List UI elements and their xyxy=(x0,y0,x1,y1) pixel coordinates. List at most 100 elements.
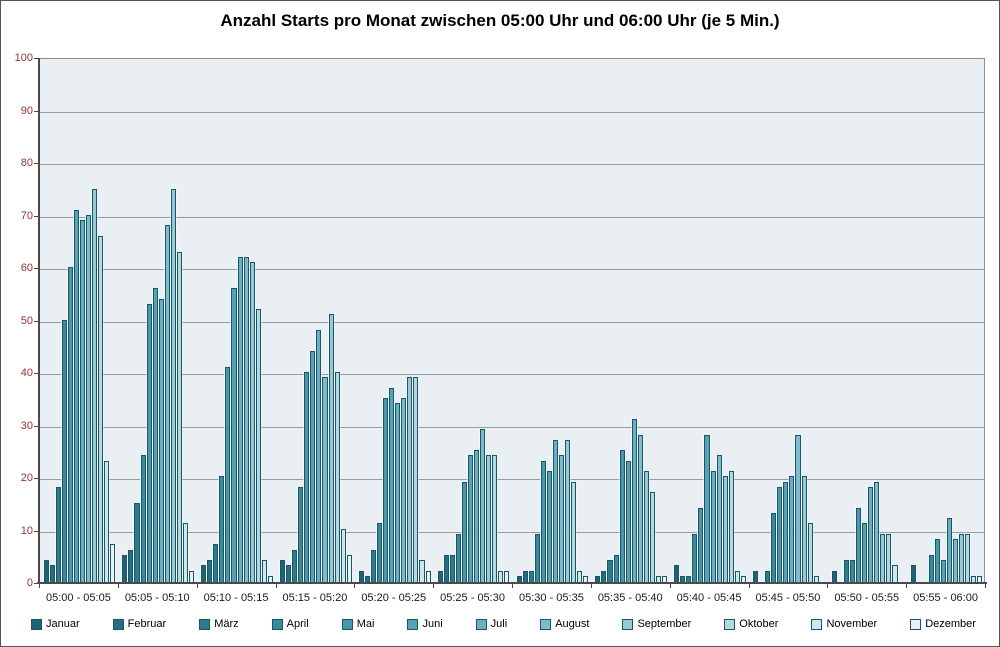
bar-mai-5 xyxy=(383,397,389,582)
bar-februar-1 xyxy=(49,565,55,582)
legend-label: März xyxy=(214,618,239,630)
legend-label: Juli xyxy=(490,618,508,630)
bar-februar-7 xyxy=(522,570,528,582)
bar-april-2 xyxy=(140,455,146,582)
plot-area xyxy=(39,58,985,583)
bar-dezember-12 xyxy=(977,575,983,582)
bar-april-1 xyxy=(61,319,67,582)
bar-group xyxy=(750,59,829,582)
bar-november-10 xyxy=(813,575,819,582)
bar-oktober-12 xyxy=(965,533,971,582)
legend: Januar Februar März April Mai Juni Juli August S… xyxy=(31,618,976,630)
y-tick-label: 40 xyxy=(20,367,33,379)
bar-april-11 xyxy=(850,560,856,582)
y-axis-line xyxy=(38,58,40,584)
gridline xyxy=(40,164,984,165)
bar-februar-9 xyxy=(680,575,686,582)
bar-januar-3 xyxy=(201,565,207,582)
gridline xyxy=(40,269,984,270)
legend-item-september: September xyxy=(622,618,691,630)
bar-oktober-9 xyxy=(728,471,734,582)
bar-september-2 xyxy=(170,188,176,582)
gridline xyxy=(40,479,984,480)
x-tick-mark xyxy=(748,584,750,588)
bar-januar-5 xyxy=(358,570,364,582)
bar-november-11 xyxy=(892,565,898,582)
bar-märz-11 xyxy=(843,560,850,582)
bar-oktober-10 xyxy=(807,523,813,582)
x-tick-mark xyxy=(433,584,435,588)
bar-juni-4 xyxy=(310,350,316,582)
bar-januar-8 xyxy=(595,575,601,582)
bar-juni-2 xyxy=(152,288,158,582)
bar-juni-12 xyxy=(940,560,947,582)
bar-november-9 xyxy=(734,570,740,582)
bar-juni-8 xyxy=(625,460,631,582)
bar-januar-11 xyxy=(831,570,837,582)
legend-label: September xyxy=(637,618,692,630)
x-axis-line xyxy=(37,582,987,584)
legend-swatch xyxy=(622,618,634,630)
bar-dezember-4 xyxy=(346,554,352,582)
bar-juni-5 xyxy=(389,387,395,582)
x-tick-label: 05:40 - 05:45 xyxy=(676,592,742,604)
bar-juni-6 xyxy=(467,455,474,582)
bar-oktober-5 xyxy=(413,377,419,582)
legend-item-mai: Mai xyxy=(341,618,375,630)
legend-label: Dezember xyxy=(925,618,976,630)
x-tick-mark xyxy=(906,584,908,588)
x-tick-label: 05:10 - 05:15 xyxy=(203,592,269,604)
bar-august-6 xyxy=(480,429,486,582)
bar-mai-3 xyxy=(225,366,231,582)
bar-märz-1 xyxy=(55,486,61,582)
bar-april-3 xyxy=(219,476,225,582)
bar-märz-7 xyxy=(528,570,534,582)
bar-juli-6 xyxy=(474,450,480,582)
bar-februar-3 xyxy=(207,560,213,582)
bar-juni-10 xyxy=(783,481,789,582)
bar-januar-6 xyxy=(437,570,443,582)
bar-märz-5 xyxy=(370,549,377,582)
bar-group xyxy=(119,59,198,582)
bar-oktober-1 xyxy=(98,235,104,582)
bar-dezember-5 xyxy=(425,570,431,582)
bar-september-5 xyxy=(407,377,413,582)
y-tick-mark xyxy=(34,478,38,479)
legend-label: Januar xyxy=(46,618,80,630)
bar-dezember-8 xyxy=(662,575,668,582)
gridline xyxy=(40,531,984,533)
legend-swatch xyxy=(341,618,353,630)
bar-januar-7 xyxy=(516,575,522,582)
bar-juli-7 xyxy=(552,439,558,582)
bar-januar-2 xyxy=(122,554,128,582)
y-tick-mark xyxy=(34,373,38,374)
gridline xyxy=(40,321,984,323)
bar-märz-2 xyxy=(134,502,140,582)
y-tick-mark xyxy=(34,320,38,322)
bar-juni-7 xyxy=(546,471,552,582)
legend-label: Mai xyxy=(356,618,375,630)
legend-swatch xyxy=(540,618,552,630)
y-tick-mark xyxy=(34,425,38,427)
bar-juli-12 xyxy=(947,518,953,582)
bar-februar-5 xyxy=(364,575,370,582)
y-tick-label: 70 xyxy=(20,209,33,222)
legend-swatch xyxy=(724,618,736,630)
legend-item-januar: Januar xyxy=(31,618,80,630)
bar-juli-2 xyxy=(158,298,164,582)
y-tick-mark xyxy=(34,163,38,164)
bar-juli-9 xyxy=(710,471,716,582)
bar-august-3 xyxy=(243,256,249,582)
legend-swatch xyxy=(271,618,283,630)
bar-juli-5 xyxy=(395,403,401,582)
x-tick-mark xyxy=(354,584,356,588)
bar-februar-4 xyxy=(286,565,292,582)
bar-group xyxy=(277,59,356,582)
legend-swatch xyxy=(811,618,823,630)
y-tick-mark xyxy=(34,530,38,532)
bar-group xyxy=(828,59,907,582)
legend-label: Februar xyxy=(127,618,167,630)
legend-item-oktober: Oktober xyxy=(724,618,778,630)
bar-november-2 xyxy=(182,523,189,582)
